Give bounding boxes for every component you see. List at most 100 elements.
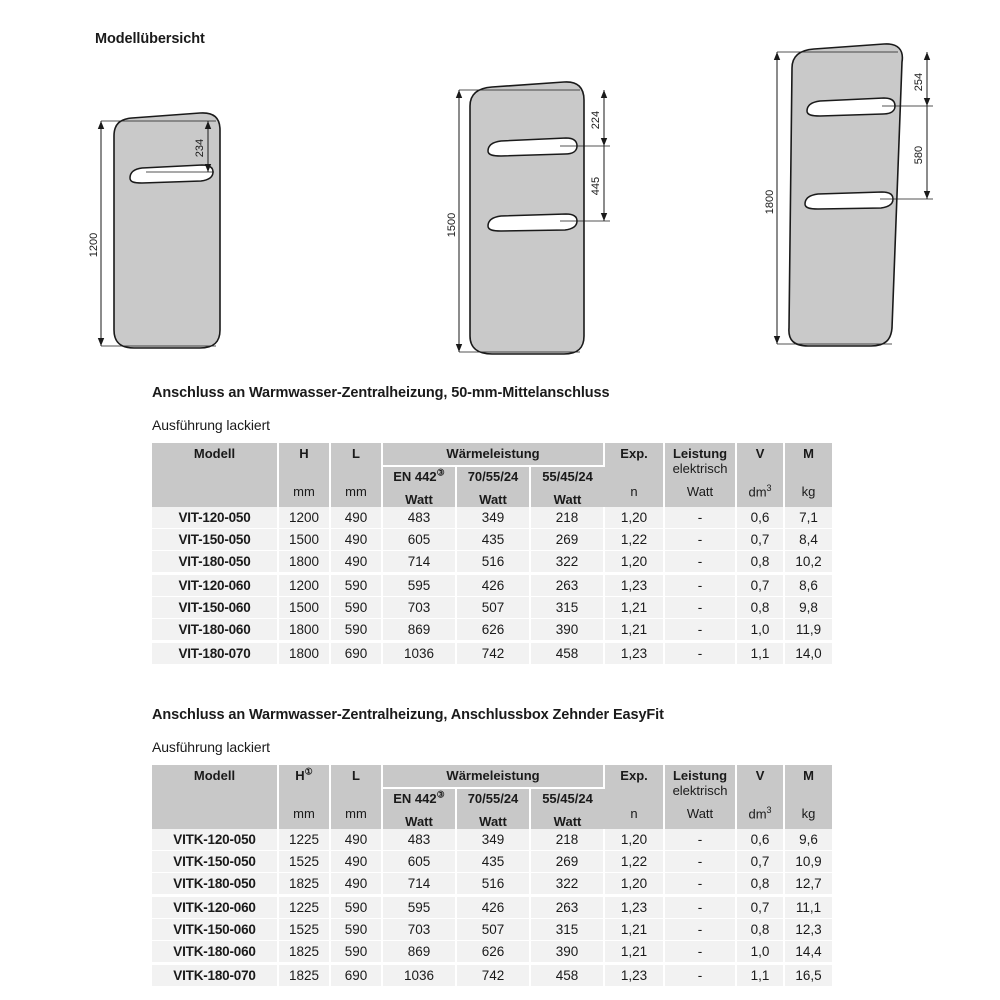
table-row: VIT-180-070 1800 690 1036 742 458 1,23-1,1 14,0 xyxy=(152,641,833,666)
cell-electric-power: - xyxy=(664,573,738,597)
table-row: VITK-120-060 1225 590 595 426 263 1,23-0,7 11,1 xyxy=(152,895,833,919)
header-exp: Exp. n xyxy=(604,443,666,507)
header-el-line2: elektrisch xyxy=(672,461,728,476)
table-row: VITK-150-050 1525 490 605 435 269 1,22-0,7 10,9 xyxy=(152,850,833,873)
cell-mass: 12,3 xyxy=(784,918,833,941)
cell-exponent: 1,20 xyxy=(604,550,666,575)
cell-model: VIT-150-060 xyxy=(152,596,279,619)
cell-mass: 8,4 xyxy=(784,528,833,551)
header-70-55-24: 70/55/24 Watt xyxy=(456,788,531,829)
table-row: VITK-180-050 1825 490 714 516 322 1,20-0,8 12,7 xyxy=(152,872,833,897)
cell-volume: 0,7 xyxy=(736,573,786,597)
cell-exponent: 1,23 xyxy=(604,641,666,666)
header-h-label: H xyxy=(295,768,305,783)
model-overview-drawings: 1200 234 1500 xyxy=(0,0,1000,370)
cell-electric-power: - xyxy=(664,872,738,897)
cell-exponent: 1,21 xyxy=(604,596,666,619)
cell-55-45-24: 390 xyxy=(530,940,606,965)
cell-volume: 1,1 xyxy=(736,641,786,666)
cell-model: VITK-120-060 xyxy=(152,895,279,919)
cell-volume: 0,7 xyxy=(736,528,786,551)
cell-height: 1500 xyxy=(278,528,331,551)
radiator-drawing-1200: 1200 234 xyxy=(86,20,326,365)
header-heat-output-group: Wärmeleistung xyxy=(382,765,606,789)
cell-model: VITK-180-050 xyxy=(152,872,279,897)
dimension-arrow-slot-bottom-1200 xyxy=(204,164,212,172)
cell-55-45-24: 458 xyxy=(530,963,606,988)
cell-height: 1525 xyxy=(278,850,331,873)
table-row: VIT-180-050 1800 490 714 516 322 1,20-0,8 10,2 xyxy=(152,550,833,575)
spec-block-mittelanschluss: Anschluss an Warmwasser-Zentralheizung, … xyxy=(152,385,833,666)
table-body-mittelanschluss: VIT-120-050 1200 490 483 349 218 1,20-0,6 7,1 VI… xyxy=(152,507,833,666)
header-55-45-24-unit: Watt xyxy=(553,492,582,507)
cell-55-45-24: 322 xyxy=(530,872,606,897)
radiator-slot-1500-2 xyxy=(487,213,578,232)
cell-en442: 869 xyxy=(382,940,457,965)
cell-exponent: 1,23 xyxy=(604,573,666,597)
dimension-arrow-bottom-1500 xyxy=(455,344,463,352)
header-55-45-24-unit: Watt xyxy=(553,814,582,829)
cell-length: 490 xyxy=(330,872,383,897)
table-row: VIT-150-060 1500 590 703 507 315 1,21-0,8 9,8 xyxy=(152,596,833,619)
header-55-45-24-label: 55/45/24 xyxy=(542,791,593,806)
cell-en442: 714 xyxy=(382,872,457,897)
cell-electric-power: - xyxy=(664,829,738,851)
dimension-arrow-254-top-1800 xyxy=(923,52,931,60)
dimension-label-slot-1200: 234 xyxy=(194,139,206,157)
cell-electric-power: - xyxy=(664,641,738,666)
header-70-55-24-unit: Watt xyxy=(479,492,507,507)
dimension-arrow-580-bottom-1800 xyxy=(923,191,931,199)
cell-model: VIT-150-050 xyxy=(152,528,279,551)
header-70-55-24-label: 70/55/24 xyxy=(467,469,519,484)
header-en442-unit: Watt xyxy=(405,814,433,829)
cell-70-55-24: 435 xyxy=(456,850,531,873)
cell-55-45-24: 390 xyxy=(530,618,606,643)
header-h-marker: ① xyxy=(304,766,313,777)
header-electric-power: Leistung elektrisch Watt xyxy=(664,765,738,829)
cell-en442: 714 xyxy=(382,550,457,575)
cell-exponent: 1,20 xyxy=(604,872,666,897)
cell-55-45-24: 269 xyxy=(530,528,606,551)
dimension-arrow-top-1800 xyxy=(773,52,781,60)
cell-mass: 10,9 xyxy=(784,850,833,873)
cell-exponent: 1,21 xyxy=(604,918,666,941)
cell-model: VITK-150-050 xyxy=(152,850,279,873)
header-v-label: V xyxy=(755,446,765,461)
header-el-unit: Watt xyxy=(686,806,714,821)
cell-en442: 595 xyxy=(382,895,457,919)
table-row: VIT-120-060 1200 590 595 426 263 1,23-0,7 8,6 xyxy=(152,573,833,597)
header-el-line2: elektrisch xyxy=(672,783,728,798)
cell-55-45-24: 269 xyxy=(530,850,606,873)
cell-length: 590 xyxy=(330,573,383,597)
header-m-unit: kg xyxy=(801,806,816,821)
header-m-label: M xyxy=(803,446,814,461)
radiator-svg-1500: 1500 224 445 xyxy=(446,81,610,355)
cell-electric-power: - xyxy=(664,940,738,965)
cell-electric-power: - xyxy=(664,507,738,529)
cell-mass: 11,1 xyxy=(784,895,833,919)
header-electric-power: Leistung elektrisch Watt xyxy=(664,443,738,507)
cell-70-55-24: 742 xyxy=(456,963,531,988)
header-heat-output-group: Wärmeleistung xyxy=(382,443,606,467)
header-55-45-24: 55/45/24 Watt xyxy=(530,466,605,507)
section-title-easyfit: Anschluss an Warmwasser-Zentralheizung, … xyxy=(152,707,664,723)
cell-height: 1825 xyxy=(278,940,331,965)
cell-volume: 0,6 xyxy=(736,507,786,529)
table-row: VITK-180-070 1825 690 1036 742 458 1,23-1,1 16,… xyxy=(152,963,833,988)
dimension-label-224-1500: 224 xyxy=(590,111,602,129)
header-en442-label: EN 442 xyxy=(393,791,437,806)
cell-70-55-24: 507 xyxy=(456,596,531,619)
cell-mass: 9,6 xyxy=(784,829,833,851)
cell-length: 590 xyxy=(330,918,383,941)
cell-height: 1800 xyxy=(278,618,331,643)
radiator-drawing-1500: 1500 224 445 xyxy=(440,20,660,365)
radiator-drawing-1800: 1800 254 580 xyxy=(752,20,992,365)
header-en442: EN 442③ Watt xyxy=(382,788,457,829)
cell-length: 590 xyxy=(330,940,383,965)
header-l-label: L xyxy=(352,446,360,461)
header-v-label: V xyxy=(755,768,765,783)
